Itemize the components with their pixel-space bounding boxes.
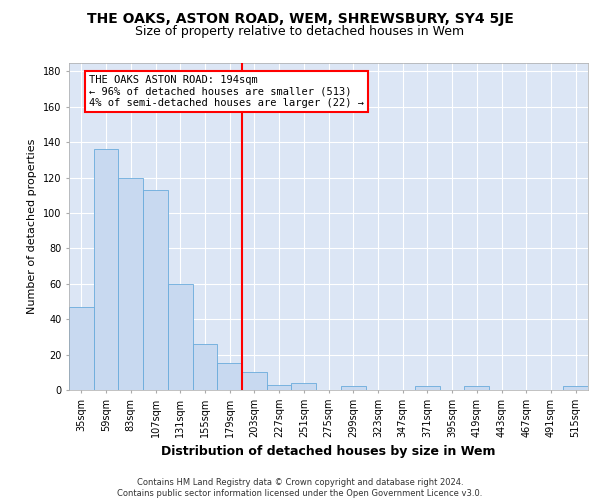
Bar [563,386,588,390]
Text: Size of property relative to detached houses in Wem: Size of property relative to detached ho… [136,25,464,38]
Bar [69,307,94,390]
Bar [143,190,168,390]
Bar [415,386,440,390]
Text: Contains HM Land Registry data © Crown copyright and database right 2024.
Contai: Contains HM Land Registry data © Crown c… [118,478,482,498]
Bar [267,384,292,390]
Bar [94,149,118,390]
Bar [292,383,316,390]
Bar [193,344,217,390]
Bar [118,178,143,390]
Bar [464,386,489,390]
X-axis label: Distribution of detached houses by size in Wem: Distribution of detached houses by size … [161,446,496,458]
Text: THE OAKS, ASTON ROAD, WEM, SHREWSBURY, SY4 5JE: THE OAKS, ASTON ROAD, WEM, SHREWSBURY, S… [86,12,514,26]
Bar [242,372,267,390]
Bar [168,284,193,390]
Text: THE OAKS ASTON ROAD: 194sqm
← 96% of detached houses are smaller (513)
4% of sem: THE OAKS ASTON ROAD: 194sqm ← 96% of det… [89,75,364,108]
Bar [217,364,242,390]
Bar [341,386,365,390]
Y-axis label: Number of detached properties: Number of detached properties [28,138,37,314]
